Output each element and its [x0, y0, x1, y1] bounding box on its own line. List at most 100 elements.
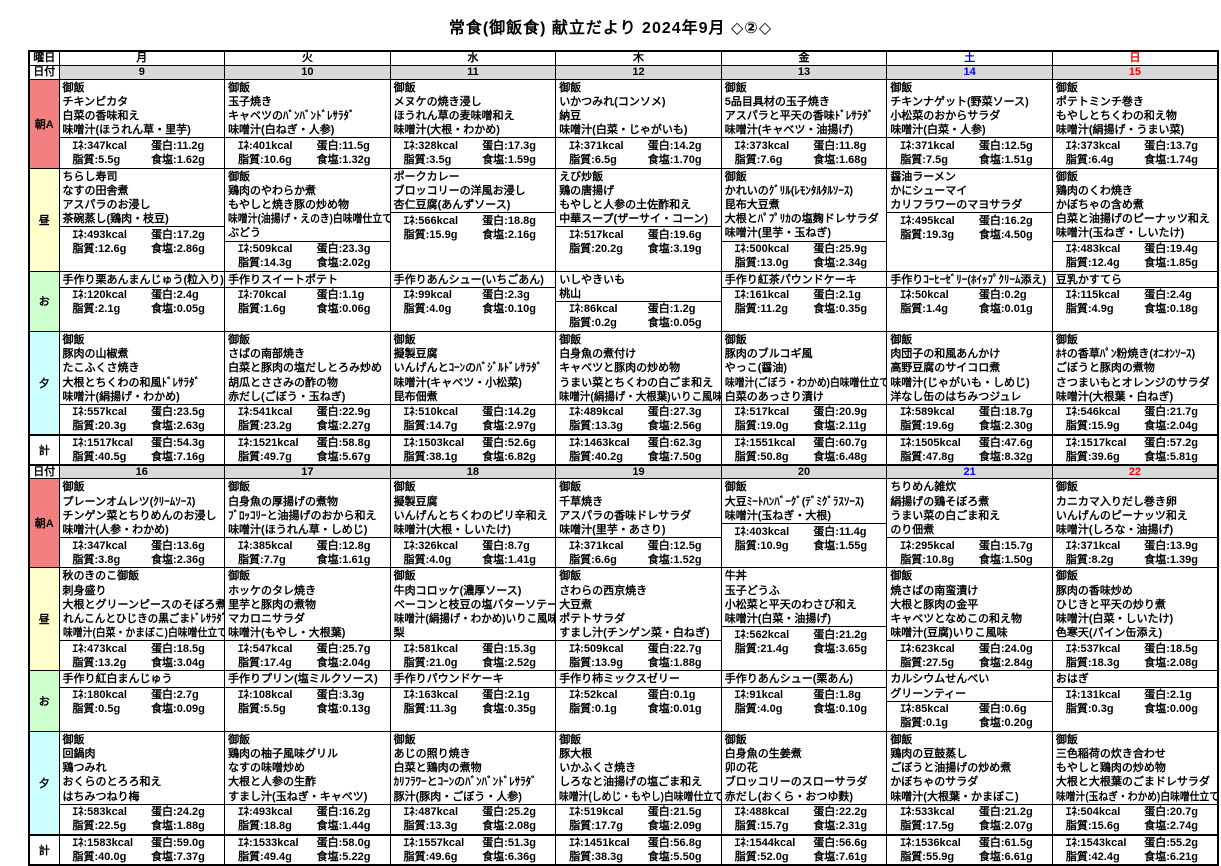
menu-items: いしやきいも 桃山 — [557, 272, 721, 301]
menu-item: 白菜の香味和え — [60, 109, 224, 123]
date-cell: 9 — [58, 64, 226, 80]
nutrition-protein-cell: 蛋白:58.0g — [311, 836, 390, 850]
total-cell: ｴﾈ:1517kcal 蛋白:57.2g 脂質:39.6g 食塩:5.81g — [1051, 433, 1219, 466]
menu-item-text: 豚大根 — [559, 748, 593, 761]
weekday-cell: 火 — [224, 50, 391, 66]
nutrition-energy: ｴﾈ:1544kcal — [734, 836, 796, 849]
menu-item: 大豆ﾐｰﾄﾊﾝﾊﾞｰｸﾞ(ﾃﾞﾐｸﾞﾗｽｿｰｽ) — [722, 495, 886, 509]
nutrition-salt-cell: 食塩:0.18g — [1138, 302, 1217, 316]
nutrition-fat: 脂質:4.0g — [734, 703, 783, 716]
nutrition-energy-cell: ｴﾈ:509kcal — [557, 642, 642, 656]
menu-item-text: キャベツとなめこの和え物 — [890, 613, 1022, 626]
menu-item-text: 手作り紅白まんじゅう — [62, 673, 173, 686]
menu-item: 5品目具材の玉子焼き — [722, 95, 886, 109]
meal-cell-snack: 手作り紅白まんじゅう ｴﾈ:180kcal 蛋白:2.7g 脂質:0.5g 食塩:0.0… — [58, 670, 226, 732]
meal-cell-snack: カルシウムせんべい グリーンティー ｴﾈ:85kcal 蛋白:0.6g 脂質:0.1g 食… — [886, 670, 1053, 732]
nutrition-energy: ｴﾈ:347kcal — [72, 139, 127, 152]
nutrition-energy-cell: ｴﾈ:131kcal — [1053, 688, 1138, 702]
nutrition-salt: 食塩:0.18g — [1144, 303, 1199, 316]
nutrition-block: ｴﾈ:566kcal 蛋白:18.8g 脂質:15.9g 食塩:2.16g — [391, 212, 555, 242]
nutrition-block: ｴﾈ:562kcal 蛋白:21.2g 脂質:21.4g 食塩:3.65g — [722, 626, 886, 656]
menu-item: 大根とグリーンピースのそぼろ煮 — [60, 598, 224, 612]
nutrition-fat-cell: 脂質:15.9g — [391, 228, 476, 242]
menu-item: 味噌汁(玉ねぎ・わかめ)白味噌仕立て — [1053, 790, 1217, 804]
nutrition-salt: 食塩:6.48g — [813, 450, 868, 463]
menu-item: 御飯 — [1053, 81, 1217, 95]
menu-items: 御飯 白身魚の生姜煮 卯の花 ブロッコリーのスローサラダ 赤だし(おくら・おつゆ麩) — [722, 732, 886, 804]
menu-item-text: さばの南部焼き — [228, 348, 306, 361]
nutrition-block: ｴﾈ:52kcal 蛋白:0.1g 脂質:0.1g 食塩:0.01g — [556, 686, 721, 717]
nutrition-block: ｴﾈ:50kcal 蛋白:0.2g 脂質:1.4g 食塩:0.01g — [887, 286, 1052, 317]
menu-item: 白身魚の煮付け — [557, 347, 721, 361]
menu-item-text: 手作りあんシュー(いちごあん) — [393, 273, 544, 286]
menu-item: かぼちゃの含め煮 — [1053, 198, 1217, 212]
nutrition-salt: 食塩:0.05g — [647, 317, 702, 330]
menu-item-text: 梨 — [393, 627, 405, 640]
menu-item-text: 味噌汁(大根・わかめ) — [393, 124, 500, 137]
menu-items: 御飯 鶏肉のやわらか煮 もやしと焼き豚の炒め物 味噌汁(油揚げ・えのき)白味噌仕立てぶ… — [226, 169, 389, 241]
nutrition-salt-cell: 食塩:0.00g — [1138, 702, 1217, 716]
date-row: 日付 16 17 18 19 20 21 22 — [28, 464, 1219, 480]
nutrition-salt: 食塩:0.05g — [151, 303, 205, 316]
menu-item: 鶏肉のくわ焼き — [1053, 184, 1217, 198]
weekday-cell: 土 — [886, 50, 1053, 66]
menu-item: 大根と人参の生酢 — [226, 775, 390, 789]
nutrition-fat: 脂質:8.2g — [1065, 553, 1114, 566]
nutrition-block: ｴﾈ:120kcal 蛋白:2.4g 脂質:2.1g 食塩:0.05g — [59, 286, 224, 317]
meal-cell-dinner: 御飯 ﾎｷの香草ﾊﾟﾝ粉焼き(ｵﾆｵﾝｿｰｽ) ごぼうと豚肉の煮物 さつまいもとオレン… — [1051, 330, 1219, 436]
menu-item-text: 豚肉の山椒煮 — [62, 348, 129, 361]
nutrition-block: ｴﾈ:373kcal 蛋白:11.8g 脂質:7.6g 食塩:1.68g — [722, 137, 886, 167]
nutrition-fat: 脂質:55.9g — [900, 850, 955, 863]
menu-item: れんこんとひじきの黒ごまﾄﾞﾚｻﾗﾀﾞ — [60, 612, 224, 626]
nutrition-block: ｴﾈ:328kcal 蛋白:17.3g 脂質:3.5g 食塩:1.59g — [391, 137, 555, 167]
meal-cellbox: 御飯 豚大根 いかふくさ焼き しろなと油揚げの塩ごま和え 味噌汁(しめじ・もやし)白味噌… — [556, 732, 721, 834]
nutrition-block: ｴﾈ:373kcal 蛋白:13.7g 脂質:6.4g 食塩:1.74g — [1053, 137, 1217, 167]
nutrition-energy-cell: ｴﾈ:1551kcal — [722, 437, 807, 450]
meal-cell-snack: 手作りパウンドケーキ ｴﾈ:163kcal 蛋白:2.1g 脂質:11.3g 食塩:0.… — [389, 670, 557, 732]
nutrition-salt: 食塩:8.32g — [978, 450, 1033, 463]
nutrition-protein-cell: 蛋白:22.7g — [642, 642, 721, 656]
nutrition-fat-cell: 脂質:13.3g — [391, 819, 476, 833]
menu-items: 御飯 回鍋肉 鶏つみれ おくらのとろろ和え はちみつねり梅 — [60, 732, 224, 804]
menu-item-text: チンゲン菜とちりめんのお浸し — [62, 509, 217, 522]
menu-item: ポテトミンチ巻き — [1053, 95, 1217, 109]
menu-item-text: 御飯 — [559, 81, 582, 94]
menu-item-text: 昆布佃煮 — [393, 390, 438, 403]
total-nutrition-block: ｴﾈ:1505kcal 蛋白:47.6g 脂質:47.8g 食塩:8.32g — [888, 437, 1052, 463]
meal-cell-snack: 手作り紅茶パウンドケーキ ｴﾈ:161kcal 蛋白:2.1g 脂質:11.2g 食塩:… — [720, 270, 888, 332]
nutrition-energy: ｴﾈ:473kcal — [72, 642, 127, 655]
nutrition-fat: 脂質:18.3g — [1065, 656, 1120, 669]
nutrition-energy-cell: ｴﾈ:493kcal — [60, 228, 145, 242]
nutrition-fat-cell: 脂質:15.7g — [722, 819, 807, 833]
nutrition-energy-cell: ｴﾈ:473kcal — [60, 642, 145, 656]
menu-item: 鶏肉の柚子風味グリル — [226, 747, 390, 761]
nutrition-energy: ｴﾈ:371kcal — [1065, 539, 1121, 552]
nutrition-energy: ｴﾈ:1543kcal — [1065, 836, 1127, 849]
menu-item: 御飯 — [722, 480, 886, 494]
nutrition-protein: 蛋白:21.5g — [647, 806, 702, 819]
menu-item-text: 大根と豚肉の金平 — [890, 598, 979, 611]
date-cell: 21 — [886, 464, 1053, 480]
nutrition-protein: 蛋白:56.6g — [813, 836, 868, 849]
nutrition-protein-cell: 蛋白:1.2g — [642, 302, 721, 316]
menu-item-text: 赤だし(おくら・おつゆ麩) — [724, 790, 854, 803]
nutrition-energy-cell: ｴﾈ:1533kcal — [226, 837, 311, 850]
nutrition-fat: 脂質:7.6g — [734, 153, 783, 166]
nutrition-fat: 脂質:3.8g — [72, 553, 121, 566]
nutrition-protein: 蛋白:55.2g — [1144, 836, 1199, 849]
nutrition-energy: ｴﾈ:1536kcal — [900, 836, 961, 849]
menu-item-text: 大根とちくわの和風ﾄﾞﾚｻﾗﾀﾞ — [62, 376, 201, 389]
menu-item-text: かぼちゃのサラダ — [890, 776, 979, 789]
menu-item: チキンナゲット(野菜ソース) — [888, 95, 1052, 109]
nutrition-salt: 食塩:2.11g — [813, 420, 867, 433]
nutrition-protein-cell: 蛋白:2.3g — [476, 288, 555, 302]
menu-item: 卯の花 — [722, 761, 886, 775]
nutrition-protein: 蛋白:58.0g — [316, 836, 371, 849]
menu-item: 御飯 — [60, 480, 224, 494]
nutrition-block: ｴﾈ:500kcal 蛋白:25.9g 脂質:13.0g 食塩:2.34g — [722, 240, 886, 270]
nutrition-energy: ｴﾈ:487kcal — [403, 806, 459, 819]
menu-item: ベーコンと枝豆の塩バターソテー — [391, 598, 555, 612]
nutrition-protein: 蛋白:11.5g — [316, 139, 370, 152]
nutrition-salt-cell: 食塩:4.50g — [973, 228, 1052, 242]
nutrition-salt-cell: 食塩:2.16g — [476, 228, 555, 242]
